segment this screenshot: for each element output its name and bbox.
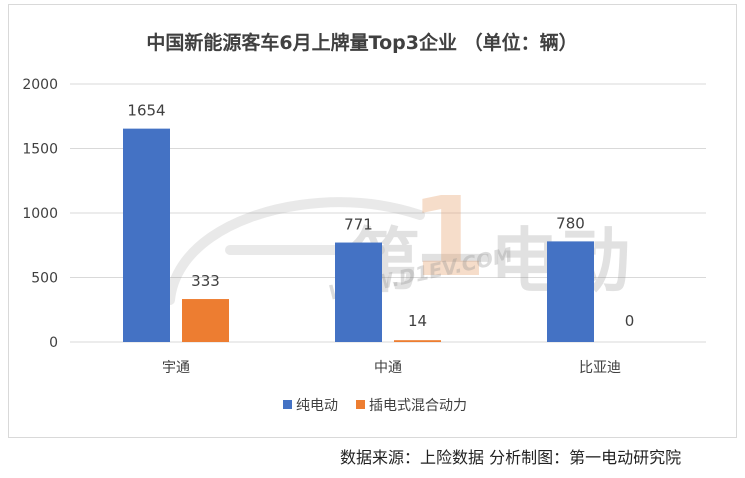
x-tick-label: 比亚迪 <box>579 360 621 376</box>
data-label: 771 <box>344 216 373 234</box>
legend-label: 纯电动 <box>296 398 338 414</box>
axis: 0 500 1000 1500 2000 宇通 中通 比亚迪 <box>22 77 621 376</box>
source-note: 数据来源：上险数据 分析制图：第一电动研究院 <box>340 448 682 467</box>
y-tick-label: 1000 <box>22 206 58 222</box>
x-tick-label: 中通 <box>374 360 402 376</box>
data-label: 14 <box>408 312 427 330</box>
legend-label: 插电式混合动力 <box>369 398 467 414</box>
bar <box>123 128 170 342</box>
data-label: 0 <box>625 312 635 330</box>
y-tick-label: 1500 <box>22 142 58 158</box>
bars <box>123 128 594 342</box>
y-tick-label: 500 <box>31 271 58 287</box>
data-label: 1654 <box>127 102 165 120</box>
legend-swatch <box>283 400 292 409</box>
bar <box>394 340 441 342</box>
watermark-number: 1 <box>410 173 487 301</box>
watermark-car-outline <box>165 197 425 305</box>
data-label: 780 <box>556 214 585 232</box>
y-tick-label: 2000 <box>22 77 58 93</box>
data-labels: 1654 333 771 14 780 0 <box>127 102 634 330</box>
grid <box>70 83 706 343</box>
chart-title: 中国新能源客车6月上牌量Top3企业 （单位：辆） <box>146 31 577 54</box>
bar <box>182 299 229 342</box>
x-tick-label: 宇通 <box>162 360 190 376</box>
y-tick-label: 0 <box>49 335 58 351</box>
data-label: 333 <box>191 272 220 290</box>
bar <box>335 242 382 342</box>
legend-swatch <box>356 400 365 409</box>
legend: 纯电动 插电式混合动力 <box>283 398 467 414</box>
bar <box>547 241 594 342</box>
chart: 中国新能源客车6月上牌量Top3企业 （单位：辆） 第一电动 1 WWW.D1E… <box>22 31 706 414</box>
